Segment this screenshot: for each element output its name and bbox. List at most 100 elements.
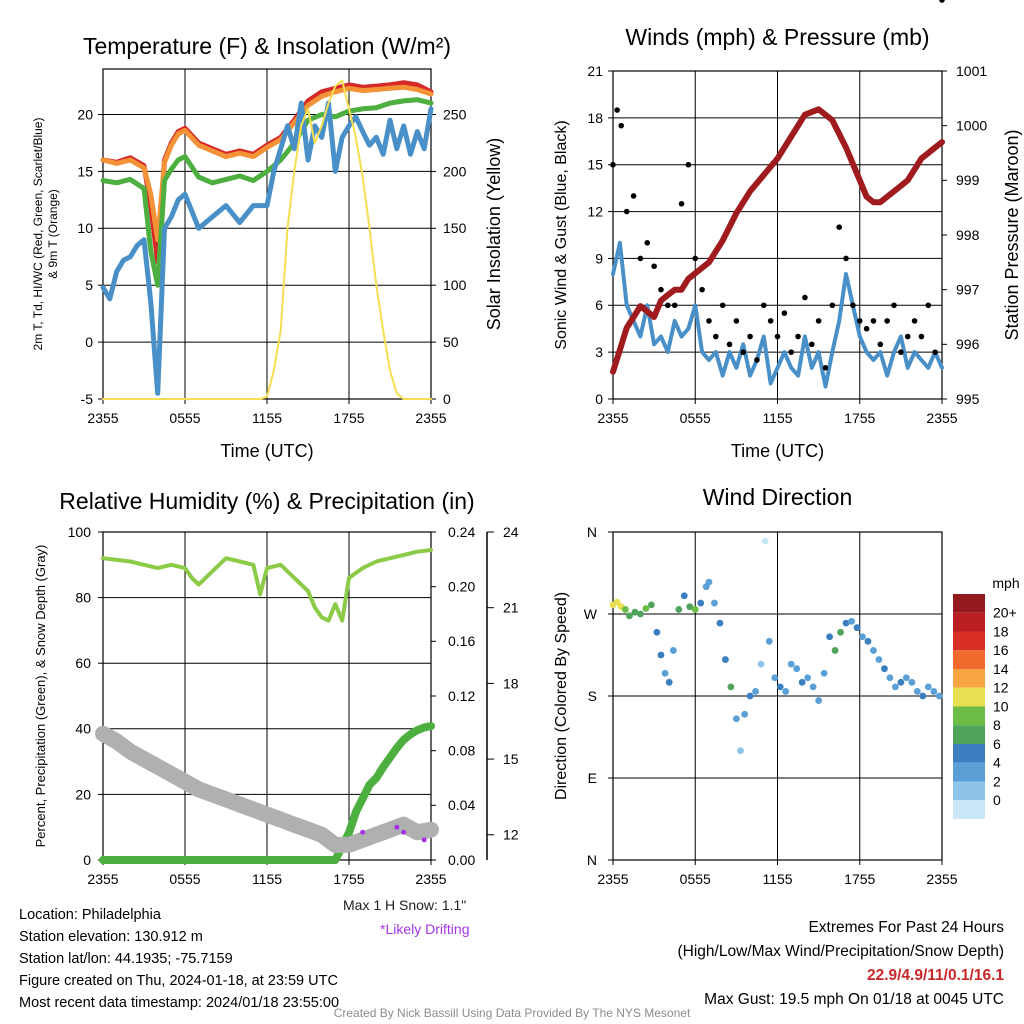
gust-point <box>614 107 620 113</box>
drift-point <box>421 837 427 843</box>
y-tick-label: 80 <box>75 590 91 606</box>
colorbar-label: 8 <box>993 717 1001 733</box>
extremes-legend: (High/Low/Max Wind/Precipitation/Snow De… <box>677 943 1005 960</box>
x-tick-label: 2355 <box>926 871 957 887</box>
direction-point <box>657 651 665 659</box>
gust-point <box>808 341 815 348</box>
gust-point <box>623 208 630 215</box>
direction-point <box>787 660 795 668</box>
x-tick-label: 0555 <box>680 410 711 426</box>
station-info: Location: Philadelphia Station elevation… <box>19 904 339 1014</box>
direction-point <box>919 692 927 700</box>
direction-point <box>908 678 916 686</box>
direction-point <box>626 612 633 620</box>
colorbar-label: 2 <box>993 773 1001 789</box>
direction-point <box>793 665 801 673</box>
gust-point <box>733 318 740 324</box>
colorbar-label: 16 <box>993 642 1009 658</box>
y-tick-label: 5 <box>85 277 93 293</box>
gust-point <box>740 349 747 355</box>
drift-point <box>360 829 366 835</box>
x-tick-label: 0555 <box>680 871 711 887</box>
y-right-tick-label: 997 <box>956 282 980 298</box>
colorbar-swatch <box>953 744 985 763</box>
y-tick-label: 20 <box>77 106 93 122</box>
colorbar-swatch <box>953 612 985 632</box>
y-tick-label: 18 <box>587 110 603 126</box>
direction-point <box>913 688 921 695</box>
extremes-values: 22.9/4.9/11/0.1/16.1 <box>866 967 1004 984</box>
colorbar-swatch <box>953 762 985 782</box>
series-sonic-wind <box>611 240 944 389</box>
gust-point <box>658 286 664 293</box>
precip-tick-label: 0.00 <box>448 852 475 868</box>
precip-tick-label: 0.24 <box>448 524 475 540</box>
drift-point <box>401 829 407 835</box>
precip-tick-label: 0.12 <box>448 688 475 704</box>
y-tick-label: 21 <box>587 63 603 79</box>
direction-point <box>881 665 888 673</box>
colorbar-swatch <box>953 687 985 707</box>
direction-point <box>924 683 932 691</box>
direction-point <box>746 692 754 700</box>
series-solar-insolation <box>102 79 432 400</box>
direction-point <box>842 619 850 627</box>
x-tick-label: 1155 <box>252 410 282 426</box>
direction-point <box>647 601 655 609</box>
direction-point <box>669 647 677 654</box>
y-right-tick-label: 996 <box>956 336 980 352</box>
colorbar-swatch <box>953 594 985 613</box>
direction-point <box>680 592 688 600</box>
gust-point <box>850 302 856 309</box>
snow-tick-label: 12 <box>503 827 519 843</box>
direction-point <box>732 715 740 723</box>
gust-point <box>925 302 932 309</box>
gust-point <box>678 200 685 207</box>
x-tick-label: 1755 <box>844 410 875 426</box>
x-tick-label: 1155 <box>762 410 792 426</box>
gust-point <box>870 318 877 324</box>
series-relative-humidity <box>101 548 433 623</box>
precip-tick-label: 0.04 <box>448 797 475 813</box>
colorbar-swatch <box>953 800 985 819</box>
gust-point <box>767 318 774 324</box>
colorbar-label: 6 <box>993 736 1001 752</box>
colorbar-label: 14 <box>993 661 1009 677</box>
direction-point <box>741 710 748 718</box>
y-tick-label: 15 <box>587 157 603 173</box>
y-axis-label: Sonic Wind & Gust (Blue, Black) <box>553 120 570 349</box>
gust-point <box>651 263 657 270</box>
panel-wind_direction: 2355 0555 1155 1755 2355 Wind Direction N E S W N D… <box>553 484 1020 887</box>
gust-point <box>836 224 842 230</box>
gust-point <box>932 349 938 355</box>
colorbar-swatch <box>953 631 985 651</box>
y-right-axis-label: Solar Insolation (Yellow) <box>484 138 504 330</box>
colorbar-label: 12 <box>993 680 1009 696</box>
colorbar-title: mph <box>992 575 1019 591</box>
direction-point <box>727 683 735 691</box>
direction-point <box>686 603 694 611</box>
direction-point <box>831 647 839 654</box>
series-station-pressure <box>610 106 945 375</box>
colorbar-swatch <box>953 725 985 744</box>
direction-point <box>771 674 779 682</box>
y-right-tick-label: 50 <box>443 334 459 350</box>
x-tick-label: 2355 <box>415 410 446 426</box>
gust-point <box>774 333 781 340</box>
y-tick-label: 60 <box>75 655 91 671</box>
direction-point <box>798 678 806 686</box>
x-tick-label: 2355 <box>87 410 118 426</box>
direction-point <box>661 669 669 677</box>
direction-point <box>935 692 943 700</box>
colorbar-label: 20+ <box>993 605 1017 621</box>
direction-point <box>902 674 910 682</box>
x-tick-label: 1755 <box>333 871 364 887</box>
gust-point <box>618 122 625 129</box>
gust-point <box>644 240 651 246</box>
y-tick-label: 12 <box>587 203 603 219</box>
gust-point <box>671 302 678 309</box>
direction-point <box>859 633 866 641</box>
y-tick-label: 40 <box>75 721 91 737</box>
colorbar-label: 18 <box>993 623 1009 639</box>
y-axis-label-2: & 9m T (Orange) <box>46 189 60 279</box>
